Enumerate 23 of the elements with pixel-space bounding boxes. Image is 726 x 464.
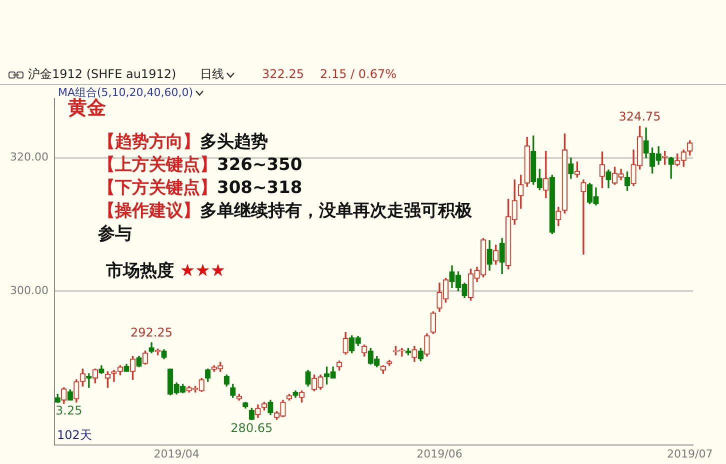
chart-title: 沪金1912 (SHFE au1912) <box>28 66 176 83</box>
annotation: 【上方关键点】326~350 <box>98 155 302 175</box>
x-tick-label: 2019/07 <box>667 447 713 460</box>
y-tick-label: 320.00 <box>10 150 48 164</box>
annotation: 黄金 <box>68 97 106 119</box>
annotation: 【趋势方向】多头趋势 <box>98 132 268 152</box>
annotation: 292.25 <box>130 326 173 340</box>
annotation: 3.25 <box>55 404 82 418</box>
annotation: 市场热度 ★★★ <box>106 261 226 281</box>
annotation: 【下方关键点】308~318 <box>98 178 302 198</box>
candlestick <box>111 370 117 382</box>
annotation: MA组合(5,10,20,40,60,0) <box>58 86 194 99</box>
text: 322.25 <box>262 67 304 81</box>
annotation: 102天 <box>57 428 92 442</box>
y-tick-label: 300.00 <box>10 284 48 297</box>
x-tick-label: 2019/04 <box>154 447 200 460</box>
x-tick-label: 2019/06 <box>416 447 462 460</box>
annotation: 324.75 <box>618 109 661 124</box>
text: 【操作建议】多单继续持有，没单再次走强可积极参与 <box>98 201 472 244</box>
annotation: 280.65 <box>230 420 273 435</box>
text: 日线 <box>200 67 224 81</box>
text: 2.15 / 0.67% <box>320 67 397 81</box>
candlestick <box>580 179 586 255</box>
